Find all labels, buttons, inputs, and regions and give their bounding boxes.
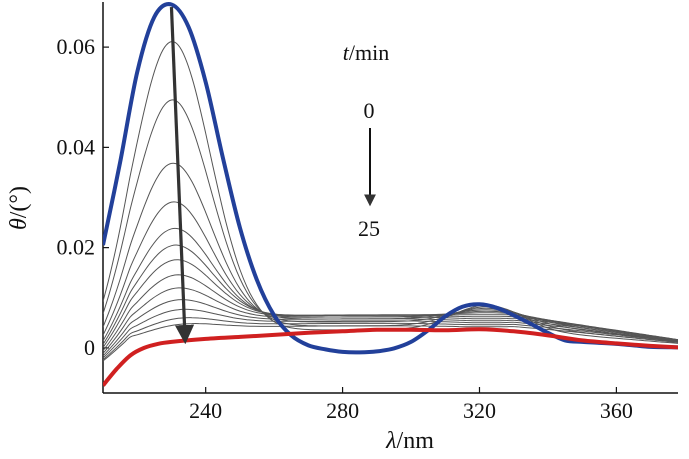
series-line-t-25 [103, 327, 678, 387]
series-line-intermediate-7 [103, 259, 678, 348]
x-ticks: 240 280 320 360 [189, 387, 633, 423]
time-annotation: t/min 0 25 [343, 40, 389, 241]
x-tick-label: 240 [189, 398, 222, 423]
time-label: t/min [343, 40, 389, 65]
y-tick-label: 0.04 [57, 134, 96, 159]
time-start-label: 0 [364, 98, 375, 123]
series-line-intermediate-4 [103, 201, 678, 342]
x-tick-label: 320 [463, 398, 496, 423]
series-line-intermediate-2 [103, 99, 678, 343]
y-axis-label-unit: /(°) [6, 186, 32, 218]
series-line-intermediate-11 [103, 308, 678, 359]
series-line-intermediate-12 [103, 317, 678, 361]
y-axis-label: θ/(°) [6, 186, 32, 230]
series-group [103, 2, 678, 387]
y-tick-label: 0 [84, 335, 95, 360]
series-line-intermediate-8 [103, 274, 678, 351]
x-axis-label-symbol: λ [385, 428, 396, 454]
y-tick-label: 0.02 [57, 235, 96, 260]
axes [102, 2, 678, 394]
y-axis-label-symbol: θ [6, 218, 32, 230]
x-axis-label: λ/nm [385, 428, 434, 454]
x-axis-label-unit: /nm [397, 428, 435, 454]
series-line-intermediate-10 [103, 299, 678, 357]
series-line-intermediate-1 [103, 41, 678, 344]
time-label-unit: /min [349, 40, 389, 65]
series-line-intermediate-13 [103, 323, 678, 362]
time-label-symbol: t [343, 40, 350, 65]
y-tick-label: 0.06 [57, 34, 96, 59]
x-tick-label: 280 [326, 398, 359, 423]
x-tick-label: 360 [600, 398, 633, 423]
time-end-label: 25 [358, 216, 380, 241]
series-line-intermediate-9 [103, 287, 678, 354]
y-ticks: 0 0.02 0.04 0.06 [57, 34, 109, 360]
series-line-t-0 [103, 2, 678, 355]
time-direction-arrow [169, 6, 195, 345]
